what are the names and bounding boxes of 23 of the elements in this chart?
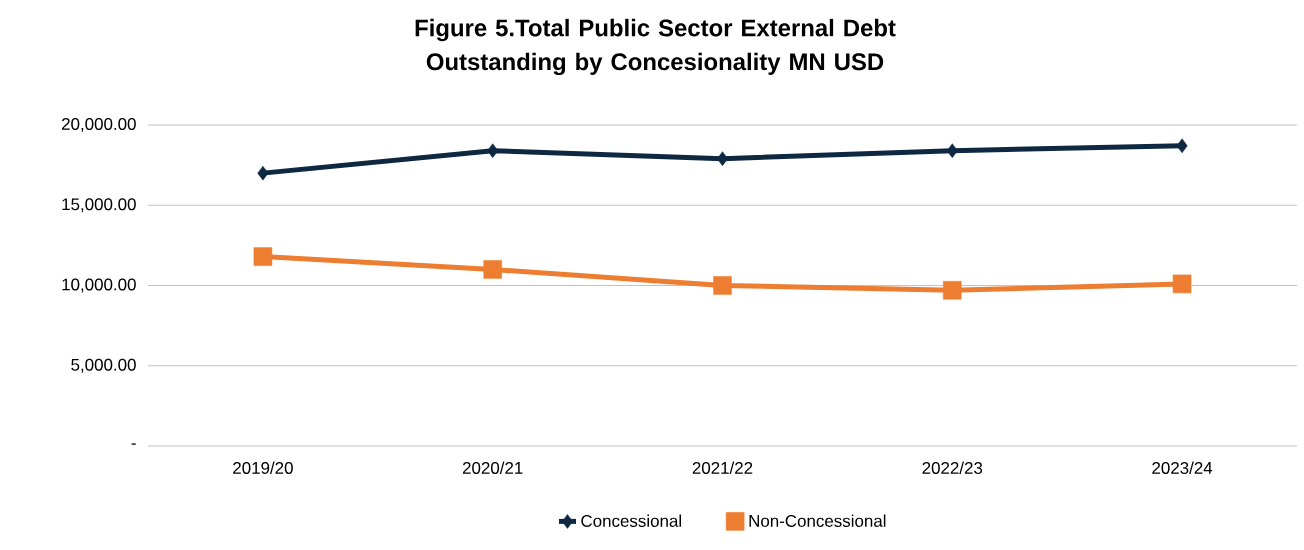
y-tick-label: 10,000.00: [62, 278, 136, 293]
point: [946, 143, 958, 158]
x-tick-label: 2020/21: [462, 461, 523, 474]
legend-label: Non-Concessional: [749, 514, 886, 527]
point: [483, 260, 502, 279]
x-tick-label: 2023/24: [1152, 461, 1213, 474]
point: [257, 165, 269, 181]
point: [1172, 274, 1192, 294]
point: [487, 143, 499, 158]
point: [713, 276, 732, 295]
point: [253, 247, 273, 266]
x-tick-label: 2019/20: [233, 461, 293, 474]
x-tick-label: 2021/22: [692, 461, 753, 474]
chart-title: Figure 5.Total Public Sector External Debt Outstanding by Concesionality MN USD: [415, 18, 896, 76]
legend-label: Concessional: [581, 514, 681, 527]
y-tick-label: -: [131, 443, 136, 445]
point: [716, 151, 728, 166]
x-tick-label: 2022/23: [922, 461, 983, 474]
point: [1176, 138, 1188, 154]
y-tick-label: 15,000.00: [62, 198, 136, 213]
y-tick-label: 5,000.00: [71, 358, 136, 373]
point: [943, 281, 962, 300]
y-tick-label: 20,000.00: [62, 117, 136, 132]
